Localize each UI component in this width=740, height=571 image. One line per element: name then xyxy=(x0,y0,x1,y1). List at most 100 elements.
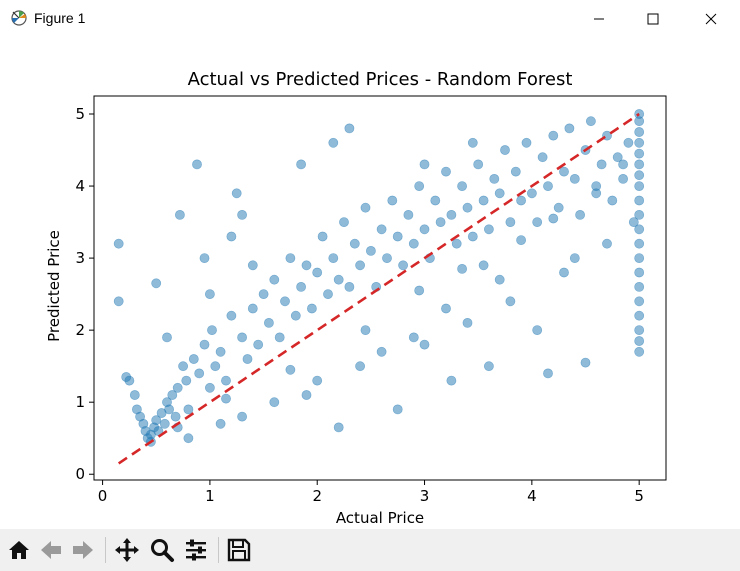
scatter-point xyxy=(521,137,532,148)
sliders-icon xyxy=(186,539,206,561)
scatter-point xyxy=(559,267,569,278)
scatter-point xyxy=(591,188,602,199)
scatter-point xyxy=(164,404,174,415)
scatter-point xyxy=(543,181,553,191)
scatter-point xyxy=(575,209,585,220)
scatter-point xyxy=(494,188,505,199)
scatter-point xyxy=(634,109,645,119)
scatter-point xyxy=(634,253,645,263)
scatter-point xyxy=(634,281,645,292)
scatter-point xyxy=(634,137,645,148)
configure-subplots-button[interactable] xyxy=(181,535,211,565)
scatter-point xyxy=(167,390,178,400)
scatter-point xyxy=(183,404,194,415)
scatter-point xyxy=(553,202,564,213)
scatter-point xyxy=(210,361,221,372)
scatter-point xyxy=(532,217,543,227)
scatter-point xyxy=(285,253,296,263)
scatter-point xyxy=(559,166,569,177)
scatter-point xyxy=(285,364,296,375)
scatter-point xyxy=(516,195,526,206)
scatter-point xyxy=(333,422,344,433)
scatter-point xyxy=(419,159,430,170)
home-icon xyxy=(9,541,29,559)
scatter-point xyxy=(618,159,628,170)
x-tick-label: 0 xyxy=(98,487,108,505)
close-button[interactable] xyxy=(688,0,734,37)
scatter-point xyxy=(596,159,607,170)
y-tick-label: 4 xyxy=(75,177,85,195)
scatter-point xyxy=(328,253,339,263)
scatter-point xyxy=(269,274,280,285)
scatter-point xyxy=(355,361,365,372)
scatter-point xyxy=(483,224,494,235)
scatter-point xyxy=(548,213,559,224)
scatter-point xyxy=(312,267,323,278)
scatter-point xyxy=(172,382,183,393)
scatter-point xyxy=(306,303,317,314)
scatter-point xyxy=(419,339,430,350)
pan-button[interactable] xyxy=(112,535,142,565)
home-button[interactable] xyxy=(4,535,34,565)
scatter-point xyxy=(301,390,312,400)
y-tick-label: 0 xyxy=(75,465,85,483)
scatter-point xyxy=(569,173,580,184)
scatter-point xyxy=(634,238,645,249)
scatter-point xyxy=(392,231,403,242)
scatter-point xyxy=(192,159,202,170)
x-tick-label: 2 xyxy=(312,487,322,505)
scatter-point xyxy=(623,137,634,148)
scatter-point xyxy=(194,368,205,379)
scatter-point xyxy=(634,224,645,235)
scatter-point xyxy=(301,260,312,271)
axis-ticks: 0 1 2 3 4 5 0 1 2 3 4 5 xyxy=(75,105,643,505)
scatter-point xyxy=(532,325,543,335)
scatter-point xyxy=(204,382,215,393)
scatter-point xyxy=(543,368,553,379)
scatter-point xyxy=(628,217,639,227)
scatter-point xyxy=(323,289,333,299)
scatter-point xyxy=(162,332,172,343)
scatter-point xyxy=(178,361,188,372)
scatter-point xyxy=(414,285,425,296)
scatter-point xyxy=(317,231,328,242)
scatter-point xyxy=(199,253,210,263)
scatter-point xyxy=(174,209,185,220)
scatter-point xyxy=(199,339,210,350)
scatter-point xyxy=(408,332,419,343)
y-tick-label: 5 xyxy=(75,105,85,123)
scatter-point xyxy=(258,289,269,299)
arrow-right-icon xyxy=(73,541,93,559)
scatter-point xyxy=(505,217,516,227)
close-icon xyxy=(705,13,717,24)
minimize-button[interactable] xyxy=(576,0,622,37)
figure-canvas: Actual vs Predicted Prices - Random Fore… xyxy=(0,37,740,529)
arrow-left-icon xyxy=(41,541,61,559)
back-button[interactable] xyxy=(36,535,66,565)
scatter-point xyxy=(376,346,387,357)
scatter-point xyxy=(634,195,645,206)
scatter-point xyxy=(516,235,526,245)
zoom-button[interactable] xyxy=(147,535,177,565)
scatter-point xyxy=(634,181,645,191)
scatter-point xyxy=(494,274,505,285)
save-button[interactable] xyxy=(224,535,254,565)
scatter-point xyxy=(473,159,484,170)
floppy-disk-icon xyxy=(227,538,251,562)
scatter-point xyxy=(333,274,344,285)
scatter-point xyxy=(312,375,323,386)
scatter-point xyxy=(274,332,285,343)
scatter-point xyxy=(253,339,264,350)
chart-title: Actual vs Predicted Prices - Random Fore… xyxy=(188,69,573,90)
scatter-chart: Actual vs Predicted Prices - Random Fore… xyxy=(45,69,667,527)
forward-button[interactable] xyxy=(68,535,98,565)
scatter-point xyxy=(151,278,162,289)
minimize-icon xyxy=(594,18,604,19)
scatter-point xyxy=(183,433,194,444)
y-tick-label: 2 xyxy=(75,321,85,339)
scatter-point xyxy=(296,281,306,292)
scatter-point xyxy=(280,296,290,307)
scatter-point xyxy=(430,195,441,206)
scatter-point xyxy=(113,238,124,249)
maximize-button[interactable] xyxy=(630,0,676,37)
